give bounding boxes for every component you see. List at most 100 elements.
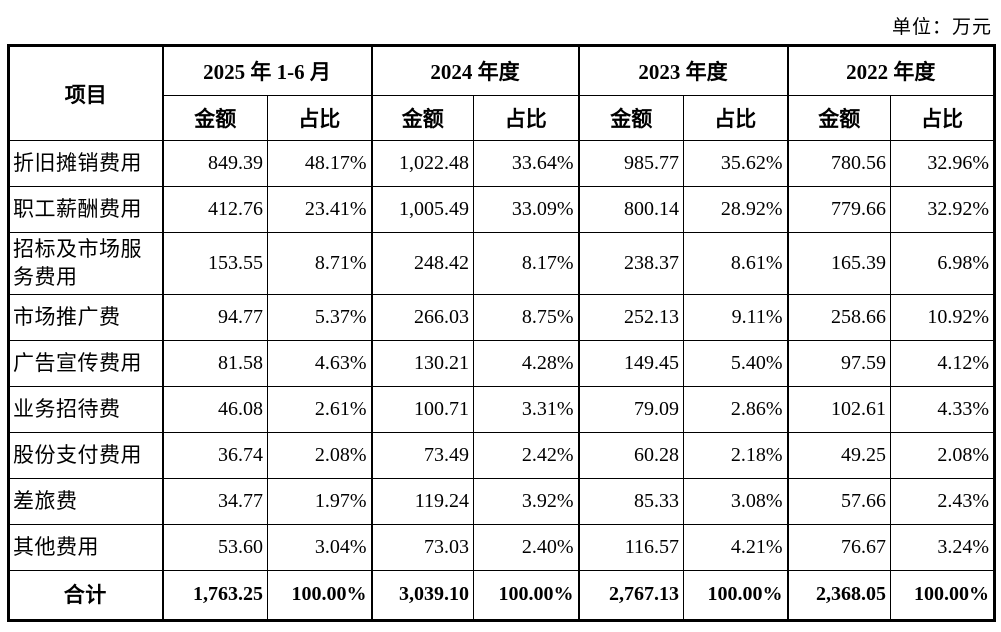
amount-cell: 149.45 xyxy=(577,339,684,387)
column-header-ratio: 占比 xyxy=(473,95,579,141)
ratio-cell: 4.12% xyxy=(890,339,995,387)
ratio-cell: 3.31% xyxy=(473,385,579,433)
amount-cell: 800.14 xyxy=(577,186,684,233)
ratio-cell: 32.92% xyxy=(890,186,995,233)
column-header-period-2024: 2024 年度 xyxy=(370,45,579,96)
table-row: 折旧摊销费用 849.39 48.17% 1,022.48 33.64% 985… xyxy=(8,140,995,187)
amount-cell: 165.39 xyxy=(786,232,891,295)
ratio-cell: 2.18% xyxy=(683,431,788,479)
column-header-ratio: 占比 xyxy=(890,95,995,141)
amount-cell: 94.77 xyxy=(161,293,268,341)
ratio-cell: 2.08% xyxy=(890,431,995,479)
amount-cell: 116.57 xyxy=(577,523,684,571)
row-label: 职工薪酬费用 xyxy=(8,186,163,233)
amount-cell: 34.77 xyxy=(161,477,268,525)
total-amount-cell: 3,039.10 xyxy=(370,569,474,621)
amount-cell: 153.55 xyxy=(161,232,268,295)
column-header-period-2022: 2022 年度 xyxy=(786,45,995,96)
table-row: 差旅费 34.77 1.97% 119.24 3.92% 85.33 3.08%… xyxy=(8,477,995,525)
amount-cell: 1,005.49 xyxy=(370,186,474,233)
ratio-cell: 33.09% xyxy=(473,186,579,233)
amount-cell: 36.74 xyxy=(161,431,268,479)
ratio-cell: 5.37% xyxy=(267,293,372,341)
amount-cell: 57.66 xyxy=(786,477,891,525)
row-label: 广告宣传费用 xyxy=(8,339,163,387)
ratio-cell: 33.64% xyxy=(473,140,579,187)
amount-cell: 73.03 xyxy=(370,523,474,571)
amount-cell: 780.56 xyxy=(786,140,891,187)
ratio-cell: 6.98% xyxy=(890,232,995,295)
table-row: 职工薪酬费用 412.76 23.41% 1,005.49 33.09% 800… xyxy=(8,186,995,233)
table-row: 市场推广费 94.77 5.37% 266.03 8.75% 252.13 9.… xyxy=(8,293,995,341)
ratio-cell: 2.86% xyxy=(683,385,788,433)
amount-cell: 266.03 xyxy=(370,293,474,341)
row-label: 折旧摊销费用 xyxy=(8,140,163,187)
ratio-cell: 8.75% xyxy=(473,293,579,341)
amount-cell: 79.09 xyxy=(577,385,684,433)
amount-cell: 248.42 xyxy=(370,232,474,295)
unit-label: 单位：万元 xyxy=(891,17,992,38)
column-header-period-2023: 2023 年度 xyxy=(577,45,788,96)
row-label: 招标及市场服务费用 xyxy=(8,232,163,295)
amount-cell: 81.58 xyxy=(161,339,268,387)
amount-cell: 1,022.48 xyxy=(370,140,474,187)
amount-cell: 97.59 xyxy=(786,339,891,387)
amount-cell: 73.49 xyxy=(370,431,474,479)
amount-cell: 412.76 xyxy=(161,186,268,233)
ratio-cell: 2.61% xyxy=(267,385,372,433)
ratio-cell: 2.42% xyxy=(473,431,579,479)
amount-cell: 46.08 xyxy=(161,385,268,433)
amount-cell: 779.66 xyxy=(786,186,891,233)
ratio-cell: 2.08% xyxy=(267,431,372,479)
table-row: 广告宣传费用 81.58 4.63% 130.21 4.28% 149.45 5… xyxy=(8,339,995,387)
total-amount-cell: 1,763.25 xyxy=(161,569,268,621)
ratio-cell: 4.33% xyxy=(890,385,995,433)
ratio-cell: 5.40% xyxy=(683,339,788,387)
ratio-cell: 3.24% xyxy=(890,523,995,571)
amount-cell: 76.67 xyxy=(786,523,891,571)
total-ratio-cell: 100.00% xyxy=(267,569,372,621)
amount-cell: 985.77 xyxy=(577,140,684,187)
row-label: 股份支付费用 xyxy=(8,431,163,479)
amount-cell: 130.21 xyxy=(370,339,474,387)
amount-cell: 49.25 xyxy=(786,431,891,479)
total-amount-cell: 2,368.05 xyxy=(786,569,891,621)
amount-cell: 258.66 xyxy=(786,293,891,341)
table-row: 招标及市场服务费用 153.55 8.71% 248.42 8.17% 238.… xyxy=(8,232,995,295)
ratio-cell: 3.04% xyxy=(267,523,372,571)
ratio-cell: 28.92% xyxy=(683,186,788,233)
amount-cell: 100.71 xyxy=(370,385,474,433)
amount-cell: 102.61 xyxy=(786,385,891,433)
row-label: 市场推广费 xyxy=(8,293,163,341)
total-label: 合计 xyxy=(8,569,163,621)
header-row-periods: 项目 2025 年 1-6 月 2024 年度 2023 年度 2022 年度 xyxy=(8,45,995,141)
ratio-cell: 8.71% xyxy=(267,232,372,295)
column-header-item: 项目 xyxy=(8,45,163,141)
amount-cell: 849.39 xyxy=(161,140,268,187)
ratio-cell: 4.63% xyxy=(267,339,372,387)
amount-cell: 85.33 xyxy=(577,477,684,525)
column-header-amount: 金额 xyxy=(161,95,268,141)
ratio-cell: 35.62% xyxy=(683,140,788,187)
total-row: 合计 1,763.25 100.00% 3,039.10 100.00% 2,7… xyxy=(8,569,995,621)
ratio-cell: 32.96% xyxy=(890,140,995,187)
amount-cell: 119.24 xyxy=(370,477,474,525)
amount-cell: 60.28 xyxy=(577,431,684,479)
ratio-cell: 2.40% xyxy=(473,523,579,571)
column-header-ratio: 占比 xyxy=(683,95,788,141)
ratio-cell: 48.17% xyxy=(267,140,372,187)
row-label: 其他费用 xyxy=(8,523,163,571)
ratio-cell: 10.92% xyxy=(890,293,995,341)
table-row: 股份支付费用 36.74 2.08% 73.49 2.42% 60.28 2.1… xyxy=(8,431,995,479)
row-label: 业务招待费 xyxy=(8,385,163,433)
ratio-cell: 4.28% xyxy=(473,339,579,387)
ratio-cell: 3.08% xyxy=(683,477,788,525)
amount-cell: 238.37 xyxy=(577,232,684,295)
ratio-cell: 8.17% xyxy=(473,232,579,295)
ratio-cell: 8.61% xyxy=(683,232,788,295)
total-ratio-cell: 100.00% xyxy=(683,569,788,621)
amount-cell: 53.60 xyxy=(161,523,268,571)
column-header-period-2025h1: 2025 年 1-6 月 xyxy=(161,45,372,96)
ratio-cell: 4.21% xyxy=(683,523,788,571)
